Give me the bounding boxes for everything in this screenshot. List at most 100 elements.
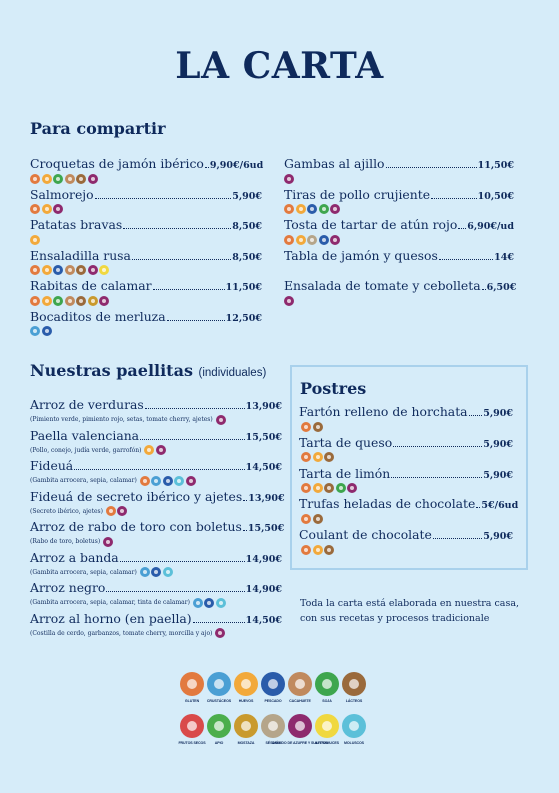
legend-label: MOLUSCOS <box>344 741 364 745</box>
huevos-icon <box>312 452 323 463</box>
sulfitos-icon <box>117 506 128 516</box>
description-text: (Rabo de toro, boletus) <box>30 538 101 545</box>
dot-leader <box>458 228 467 229</box>
menu-item-name: Paella valenciana <box>30 427 140 443</box>
menu-item-description: (Costilla de cerdo, garbanzos, tomate ch… <box>30 628 282 639</box>
legend-item-apio: APIO <box>207 714 231 745</box>
pescado-icon <box>261 672 285 696</box>
dot-leader <box>131 258 232 260</box>
menu-item-price: 14€ <box>494 251 514 263</box>
menu-item-price: 9,90€/6ud <box>209 160 264 171</box>
allergen-icons <box>192 597 226 608</box>
allergen-icons <box>284 295 514 306</box>
legend-label: PESCADO <box>264 699 282 703</box>
huevos-icon <box>234 672 258 696</box>
menu-item-name: Fideuá <box>30 458 74 473</box>
paellitas-title: Nuestras paellitas <box>30 361 193 380</box>
dot-leader <box>94 197 232 199</box>
menu-item: Fartón relleno de horchata 5,90€ <box>299 404 513 432</box>
allergen-legend-row-1: GLUTEN CRUSTÁCEOS HUEVOS PESCADO CACAHUETE SO… <box>180 672 400 703</box>
menu-item-price: 6,50€ <box>486 282 517 293</box>
description-text: (Gambita arrocera, sepia, calamar, tinta… <box>30 599 190 606</box>
legend-label: SOJA <box>322 699 332 703</box>
menu-item-name: Patatas bravas <box>30 217 123 232</box>
menu-item-name: Ensalada de tomate y cebolleta <box>284 278 481 293</box>
menu-item-row: Ensalada de tomate y cebolleta 6,50€ <box>284 278 517 295</box>
menu-item-price: 12,50€ <box>225 312 262 324</box>
crustaceos-icon <box>30 326 40 336</box>
dot-leader <box>432 538 483 540</box>
paellitas-subtitle: (individuales) <box>198 367 267 379</box>
menu-item-row: Arroz negro 14,90€ <box>30 580 282 597</box>
allergen-icons <box>215 414 226 425</box>
dot-leader <box>391 476 483 478</box>
menu-item-name: Gambas al ajillo <box>284 156 385 171</box>
menu-item-description: (Pimiento verde, pimiento rojo, setas, t… <box>30 414 282 425</box>
lacteos-icon <box>324 544 334 555</box>
menu-item: Patatas bravas 8,50€ <box>30 217 262 245</box>
menu-item-row: Trufas heladas de chocolate 5€/6ud <box>299 496 518 513</box>
menu-item-row: Paella valenciana 15,50€ <box>30 428 282 445</box>
legend-item-pescado: PESCADO <box>261 672 285 703</box>
lacteos-icon <box>76 265 86 275</box>
menu-item-price: 15,50€ <box>245 431 282 443</box>
dot-leader <box>431 197 477 199</box>
note-line-1: Toda la carta está elaborada en nuestra … <box>300 598 520 609</box>
menu-item: Rabitas de calamar 11,50€ <box>30 278 262 306</box>
menu-item: Trufas heladas de chocolate 5€/6ud <box>299 496 518 524</box>
cacahuete-icon <box>288 672 312 696</box>
frutos-secos-icon <box>180 714 204 738</box>
legend-label: MOSTAZA <box>237 741 255 745</box>
menu-item-name: Arroz de verduras <box>30 397 144 412</box>
soja-icon <box>318 204 329 214</box>
description-text: (Gambita arrocera, sepia, calamar) <box>30 568 137 576</box>
gluten-icon <box>105 506 116 516</box>
menu-item-price: 5,90€ <box>483 408 513 419</box>
menu-item-name: Trufas heladas de chocolate <box>299 496 476 512</box>
gluten-icon <box>30 173 40 184</box>
legend-label: HUEVOS <box>238 699 254 703</box>
apio-icon <box>207 714 231 738</box>
menu-item-row: Coulant de chocolate 5,90€ <box>299 527 513 544</box>
menu-item: Tosta de tartar de atún rojo 6,90€/ud <box>284 217 514 245</box>
allergen-icons <box>30 265 262 276</box>
postres-box <box>290 365 528 570</box>
allergen-icons <box>103 536 114 547</box>
soja-icon <box>53 295 63 306</box>
menu-item-description: (Rabo de toro, boletus) <box>30 536 282 547</box>
sulfitos-icon <box>53 204 63 214</box>
legend-label: CRUSTÁCEOS <box>206 699 232 703</box>
legend-item-gluten: GLUTEN <box>180 672 204 703</box>
dot-leader <box>144 408 245 409</box>
menu-item-price: 6,90€/ud <box>467 221 514 232</box>
huevos-icon <box>41 204 52 214</box>
dot-leader <box>476 507 481 509</box>
sulfitos-icon <box>330 234 340 245</box>
legend-label: FRUTOS SECOS <box>178 741 206 745</box>
menu-item-row: Gambas al ajillo 11,50€ <box>284 156 514 173</box>
menu-title: LA CARTA <box>175 45 384 87</box>
menu-item-description: (Pollo, conejo, judía verde, garrofón) <box>30 445 282 456</box>
lacteos-icon <box>76 295 86 306</box>
legend-label: APIO <box>214 741 224 745</box>
menu-item-row: Arroz de verduras 13,90€ <box>30 397 282 414</box>
description-text: (Costilla de cerdo, garbanzos, tomate ch… <box>30 629 213 637</box>
mostaza-icon <box>234 714 258 738</box>
soja-icon <box>335 483 346 494</box>
huevos-icon <box>41 265 52 275</box>
menu-item-description: (Secreto ibérico, ajetes) <box>30 506 282 517</box>
allergen-icons <box>30 326 262 337</box>
menu-item-price: 11,50€ <box>225 282 262 293</box>
menu-item-name: Tosta de tartar de atún rojo <box>284 217 458 232</box>
menu-item-row: Rabitas de calamar 11,50€ <box>30 278 262 295</box>
menu-item-name: Arroz al horno (en paella) <box>30 610 192 626</box>
menu-item-name: Arroz de rabo de toro con boletus <box>30 519 242 534</box>
dot-leader <box>119 560 245 562</box>
sulfitos-icon <box>215 414 226 425</box>
crustaceos-icon <box>207 672 231 696</box>
menu-item-price: 10,50€ <box>477 190 514 202</box>
allergen-icons <box>299 452 513 463</box>
legend-item-altramuces: ALTRAMUCES <box>315 714 339 745</box>
menu-item: Ensalada de tomate y cebolleta 6,50€ <box>284 278 517 306</box>
menu-item-name: Croquetas de jamón ibérico <box>30 156 204 171</box>
